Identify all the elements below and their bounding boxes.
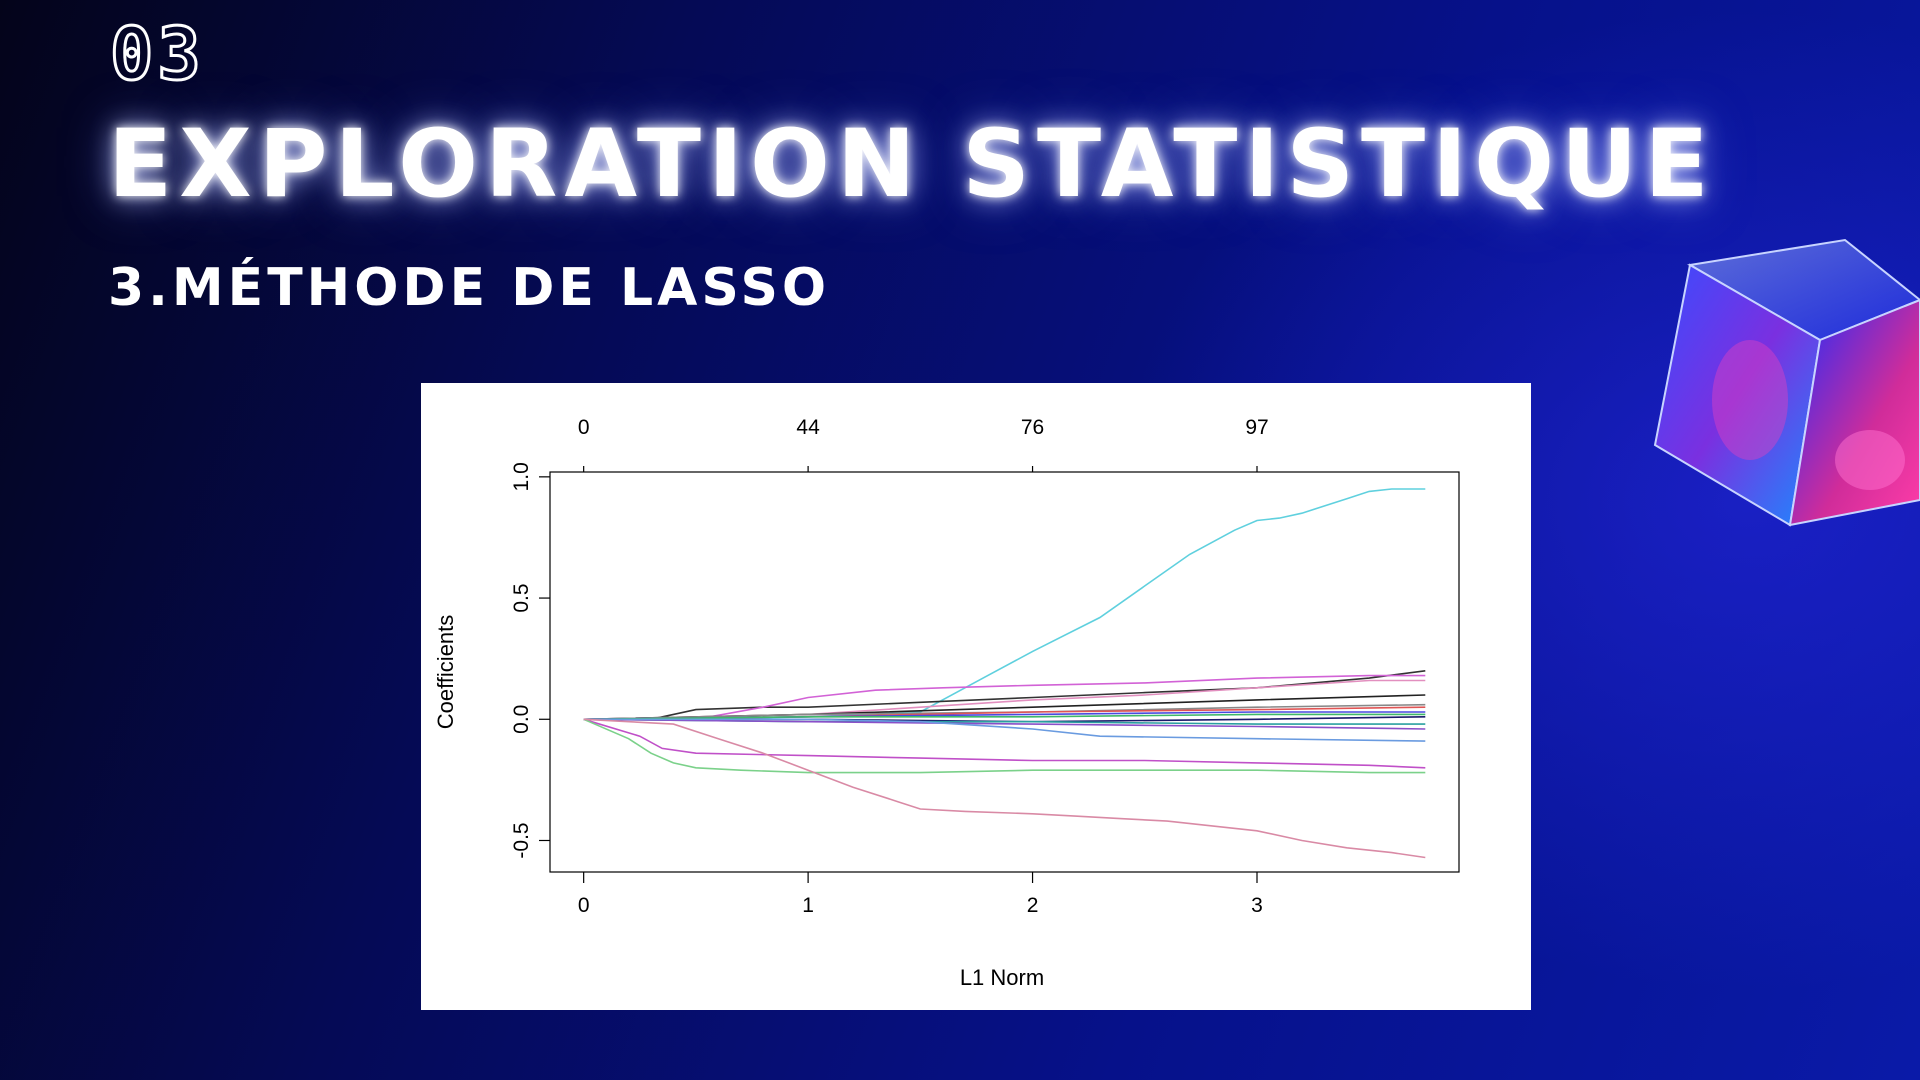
x-tick-label: 1	[802, 894, 814, 917]
y-tick-label: 0.0	[510, 705, 533, 734]
series-coef-rose	[583, 718, 1426, 859]
series-coef-green-1	[583, 718, 1426, 774]
y-axis-label: Coefficients	[433, 615, 458, 730]
axis-layer: 0 1 2 3 0 44 76 97 -0.5 0.0 0.5 1.0	[510, 416, 1269, 917]
chapter-number: 03	[109, 12, 205, 96]
slide-title: EXPLORATION STATISTIQUE	[108, 110, 1716, 219]
series-coef-purple	[583, 718, 1426, 730]
series-coef-lightblue	[583, 718, 1426, 742]
plot-frame	[549, 471, 1460, 873]
slide-subtitle: 3.MÉTHODE DE LASSO	[108, 258, 831, 318]
top-tick-label: 97	[1245, 416, 1268, 439]
y-tick-label: -0.5	[510, 822, 533, 858]
y-tick-label: 0.5	[510, 583, 533, 612]
glass-cube-decoration	[1653, 238, 1920, 527]
series-coef-green-2	[583, 713, 1426, 721]
x-tick-label: 3	[1251, 894, 1263, 917]
series-coef-magenta-2	[583, 718, 1426, 769]
x-tick-label: 0	[578, 894, 590, 917]
top-tick-label: 44	[796, 416, 820, 439]
series-layer	[583, 488, 1426, 859]
series-coef-magenta-1	[583, 674, 1426, 721]
x-axis-label: L1 Norm	[960, 965, 1044, 990]
top-tick-label: 0	[578, 416, 590, 439]
top-tick-label: 76	[1021, 416, 1044, 439]
y-tick-label: 1.0	[510, 462, 533, 491]
x-tick-label: 2	[1027, 894, 1039, 917]
lasso-plot-svg: 0 1 2 3 0 44 76 97 -0.5 0.0 0.5 1.0 L1 Norm Coeffic…	[433, 416, 1460, 990]
lasso-chart: 0 1 2 3 0 44 76 97 -0.5 0.0 0.5 1.0 L1 Norm Coeffic…	[421, 383, 1531, 1010]
